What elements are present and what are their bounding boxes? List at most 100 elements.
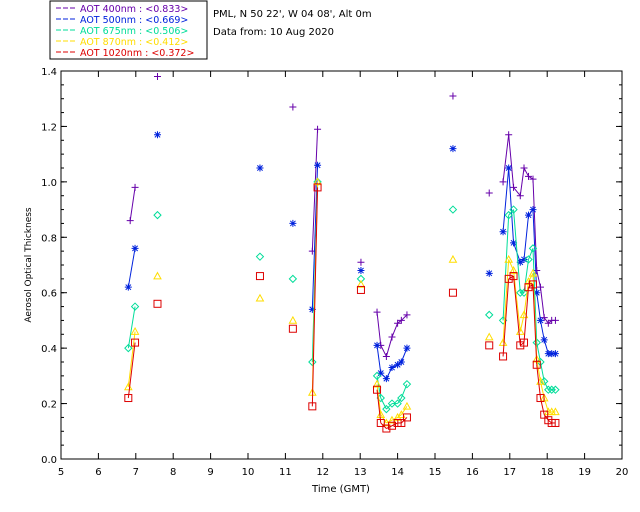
data-point-plus bbox=[485, 189, 493, 197]
series-segment bbox=[400, 417, 408, 424]
series-2 bbox=[124, 177, 560, 414]
data-point-plus bbox=[536, 283, 544, 291]
data-point-triangle bbox=[372, 379, 382, 388]
data-point-diamond bbox=[485, 310, 494, 320]
data-point-star bbox=[520, 255, 528, 263]
series-segment bbox=[311, 187, 319, 407]
series-segment bbox=[543, 317, 549, 324]
data-point-square bbox=[356, 285, 365, 294]
x-tick-label: 9 bbox=[207, 467, 213, 478]
data-point-star bbox=[540, 336, 548, 344]
series-segment bbox=[508, 209, 514, 216]
data-point-triangle bbox=[255, 293, 265, 302]
series-segment bbox=[127, 342, 136, 399]
series-1 bbox=[124, 131, 559, 383]
data-point-star bbox=[536, 316, 544, 324]
data-point-star bbox=[533, 289, 541, 297]
data-point-plus bbox=[540, 314, 548, 322]
data-point-plus bbox=[153, 73, 161, 81]
data-point-plus bbox=[126, 217, 134, 225]
data-point-star bbox=[510, 239, 518, 247]
series-segment bbox=[127, 248, 136, 288]
data-point-square bbox=[528, 280, 537, 289]
data-point-square bbox=[402, 413, 411, 422]
data-point-triangle bbox=[509, 266, 518, 274]
data-point-diamond bbox=[504, 210, 513, 220]
x-tick-label: 20 bbox=[616, 467, 629, 478]
data-point-plus bbox=[529, 175, 537, 183]
series-segment bbox=[386, 403, 393, 410]
legend-label: AOT 675nm : <0.506> bbox=[80, 26, 188, 37]
x-tick-label: 10 bbox=[242, 467, 255, 478]
series-segment bbox=[380, 422, 387, 429]
series-segment bbox=[129, 187, 136, 221]
data-point-star bbox=[505, 164, 513, 172]
legend-box bbox=[49, 0, 208, 60]
y-tick-label: 1.4 bbox=[41, 67, 57, 78]
legend-label: AOT 400nm : <0.833> bbox=[80, 4, 188, 15]
data-point-square bbox=[387, 421, 396, 430]
data-point-plus bbox=[373, 308, 381, 316]
data-point-square bbox=[532, 360, 541, 369]
data-point-triangle bbox=[356, 279, 366, 288]
data-point-diamond bbox=[255, 252, 265, 261]
data-point-diamond bbox=[372, 371, 382, 381]
x-axis-label: Time (GMT) bbox=[311, 484, 370, 495]
series-segment bbox=[513, 276, 521, 346]
data-point-square bbox=[551, 418, 560, 427]
data-point-diamond bbox=[528, 244, 538, 253]
series-segment bbox=[397, 397, 402, 404]
series-segment bbox=[386, 425, 393, 429]
data-point-square bbox=[520, 338, 529, 347]
data-point-star bbox=[394, 361, 402, 369]
data-point-star bbox=[256, 164, 264, 172]
series-segment bbox=[311, 165, 319, 310]
data-point-square bbox=[308, 402, 317, 411]
data-point-diamond bbox=[448, 205, 458, 214]
data-point-star bbox=[289, 219, 297, 227]
data-point-diamond bbox=[308, 357, 317, 367]
data-point-star bbox=[485, 269, 493, 277]
data-point-square bbox=[131, 338, 140, 347]
axes: 5 6 7 8 9 10 11 12 13 14 15 16 17 18 19 20 0.0 0.2 0.4 0.6 0… bbox=[41, 67, 628, 478]
data-point-diamond bbox=[519, 288, 529, 297]
series-segment bbox=[380, 345, 387, 357]
data-point-star bbox=[153, 131, 161, 139]
series-segment bbox=[523, 167, 529, 177]
data-point-star bbox=[357, 267, 365, 275]
data-point-diamond bbox=[544, 385, 553, 394]
data-point-triangle bbox=[288, 315, 298, 324]
series-segment bbox=[523, 287, 529, 343]
data-point-star bbox=[525, 211, 532, 219]
x-tick-label: 18 bbox=[541, 467, 554, 478]
data-point-diamond bbox=[516, 288, 525, 297]
plot-frame bbox=[60, 70, 623, 460]
y-tick-label: 0.6 bbox=[41, 289, 57, 300]
series-4 bbox=[124, 183, 560, 433]
series-layer bbox=[123, 73, 560, 433]
data-point-star bbox=[124, 283, 132, 291]
data-point-plus bbox=[449, 92, 457, 100]
data-point-diamond bbox=[509, 205, 518, 214]
series-segment bbox=[513, 187, 521, 197]
x-tick-label: 8 bbox=[170, 467, 176, 478]
series-segment bbox=[502, 278, 510, 357]
header: PML, N 50 22', W 04 08', Alt 0m Data fro… bbox=[213, 9, 372, 38]
data-point-star bbox=[449, 145, 457, 153]
series-segment bbox=[502, 167, 510, 232]
data-point-star bbox=[529, 206, 537, 214]
legend-label: AOT 870nm : <0.412> bbox=[80, 37, 188, 48]
data-point-plus bbox=[403, 311, 411, 319]
data-point-plus bbox=[525, 172, 532, 180]
y-tick-label: 1.2 bbox=[41, 122, 57, 133]
data-point-plus bbox=[551, 316, 559, 324]
legend-label: AOT 500nm : <0.669> bbox=[80, 15, 188, 26]
data-point-star bbox=[382, 375, 390, 383]
data-point-triangle bbox=[130, 326, 140, 335]
series-segment bbox=[508, 167, 515, 243]
series-segment bbox=[523, 281, 529, 315]
x-tick-label: 19 bbox=[578, 467, 591, 478]
data-point-plus bbox=[388, 333, 396, 341]
data-date: Data from: 10 Aug 2020 bbox=[213, 27, 334, 38]
data-point-plus bbox=[505, 131, 513, 139]
